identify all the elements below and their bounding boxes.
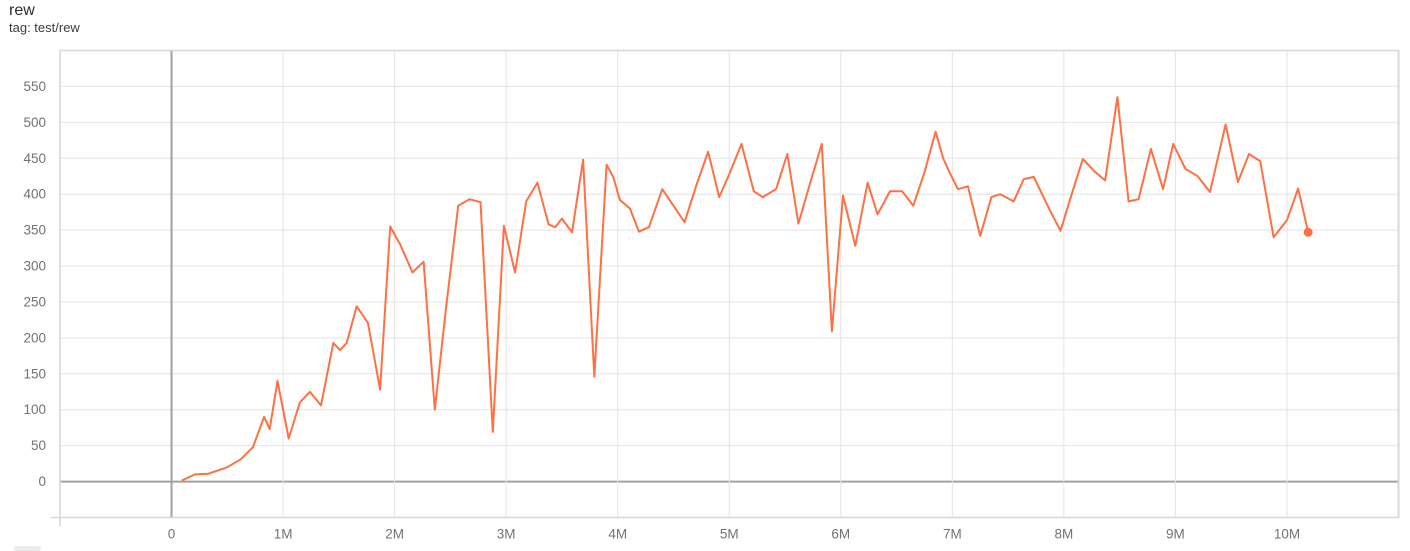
y-axis-tick-label: 200 bbox=[23, 330, 46, 345]
y-axis-tick-label: 100 bbox=[23, 402, 46, 417]
y-axis-tick-label: 450 bbox=[23, 151, 46, 166]
y-axis-tick-label: 0 bbox=[38, 474, 46, 489]
series-line-test-rew bbox=[181, 96, 1310, 482]
y-axis-tick-label: 150 bbox=[23, 366, 46, 381]
x-axis-tick-label: 10M bbox=[1274, 527, 1300, 542]
x-axis-tick-label: 3M bbox=[497, 527, 516, 542]
x-axis-tick-label: 2M bbox=[385, 527, 404, 542]
x-axis-tick-label: 0 bbox=[168, 527, 176, 542]
y-axis-tick-label: 250 bbox=[23, 294, 46, 309]
x-axis-tick-label: 7M bbox=[943, 527, 962, 542]
y-axis-tick-label: 50 bbox=[31, 438, 46, 453]
x-axis-tick-label: 8M bbox=[1054, 527, 1073, 542]
y-axis-tick-label: 400 bbox=[23, 187, 46, 202]
x-axis-tick-label: 5M bbox=[720, 527, 739, 542]
y-axis-tick-label: 500 bbox=[23, 115, 46, 130]
y-axis-tick-label: 550 bbox=[23, 79, 46, 94]
y-axis-tick-label: 300 bbox=[23, 259, 46, 274]
chart-title: rew bbox=[9, 2, 35, 19]
chart-tag-subtitle: tag: test/rew bbox=[9, 20, 80, 35]
x-axis-tick-label: 6M bbox=[831, 527, 850, 542]
x-axis-tick-label: 4M bbox=[608, 527, 627, 542]
x-axis-tick-label: 1M bbox=[274, 527, 293, 542]
x-axis-tick-label: 9M bbox=[1166, 527, 1185, 542]
series-end-dot bbox=[1303, 227, 1313, 237]
below-card-peek-element bbox=[14, 546, 41, 551]
y-axis-tick-label: 350 bbox=[23, 223, 46, 238]
